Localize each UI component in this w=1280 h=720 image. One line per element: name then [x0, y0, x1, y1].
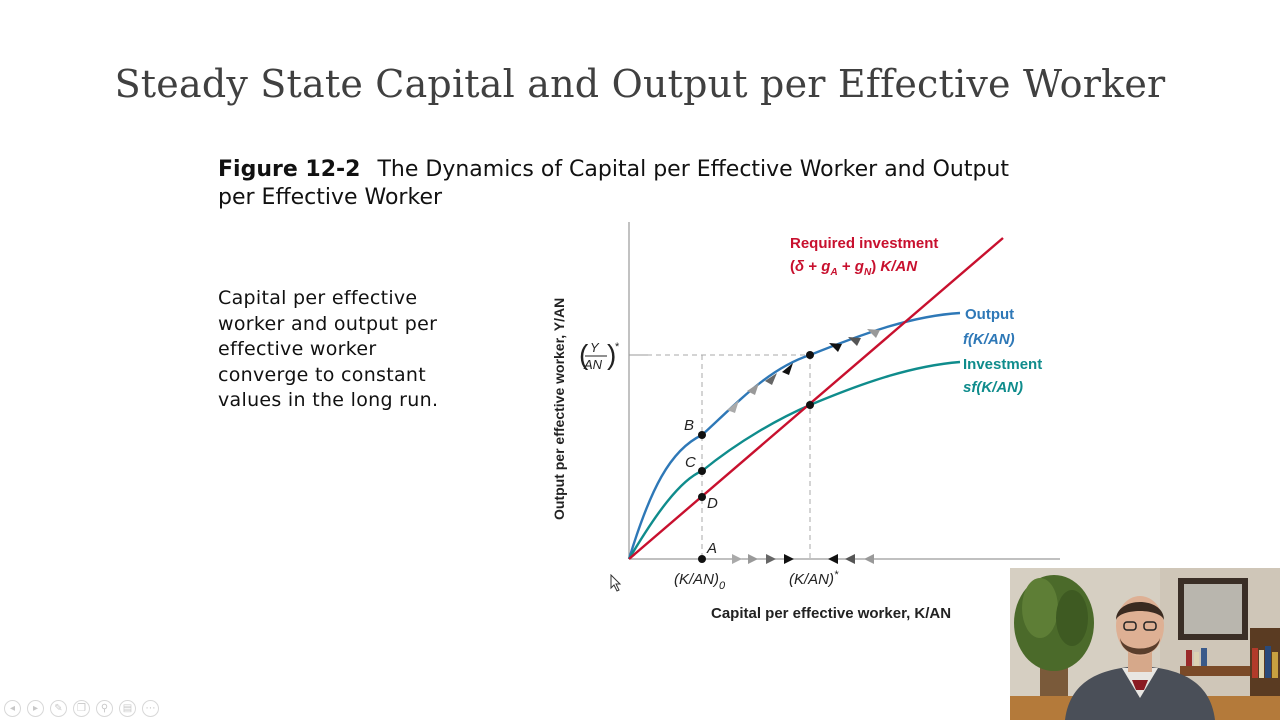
label-b: B [684, 417, 694, 434]
zoom-icon[interactable]: ⚲ [96, 699, 113, 717]
prev-icon[interactable]: ◂ [4, 699, 21, 717]
svg-text:AN: AN [583, 357, 603, 372]
svg-text:*: * [615, 341, 620, 353]
output-curve-arrows [727, 329, 880, 413]
presenter-video-image [1010, 568, 1280, 720]
presenter-webcam [1010, 568, 1280, 720]
svg-text:): ) [607, 339, 616, 370]
svg-text:Y: Y [590, 340, 600, 355]
label-d: D [707, 495, 718, 512]
point-d [698, 493, 706, 501]
required-investment-line [628, 237, 1004, 560]
copy-icon[interactable]: ❐ [73, 699, 90, 717]
slide-title: Steady State Capital and Output per Effe… [114, 62, 1166, 106]
point-b [698, 431, 706, 439]
series-label-output: Output [965, 306, 1014, 323]
figure-caption-text: The Dynamics of Capital per Effective Wo… [218, 157, 1010, 210]
investment-curve [627, 360, 961, 560]
svg-text:(: ( [579, 339, 589, 370]
more-icon[interactable]: ⋯ [142, 699, 159, 717]
mouse-cursor-icon [610, 574, 622, 592]
x-axis-label: Capital per effective worker, K/AN [711, 605, 951, 622]
pen-icon[interactable]: ✎ [50, 699, 67, 717]
x-axis-arrows-left [828, 554, 874, 564]
x-axis-arrows-right [732, 554, 794, 564]
series-formula-investment: sf(K/AN) [963, 379, 1023, 396]
point-investment-steady [806, 401, 814, 409]
point-c [698, 467, 706, 475]
presentation-toolbar: ◂ ▸ ✎ ❐ ⚲ ▤ ⋯ [4, 699, 159, 717]
y-axis-label: Output per effective worker, Y/AN [551, 298, 567, 520]
series-formula-output: f(K/AN) [963, 331, 1015, 348]
tick-k0: (K/AN)0 [674, 571, 726, 592]
bullet-text: Capital per effective worker and output … [218, 287, 439, 412]
label-c: C [685, 454, 696, 471]
label-a: A [706, 540, 717, 557]
series-label-investment: Investment [963, 356, 1042, 373]
series-label-required-investment: Required investment [790, 235, 938, 252]
output-curve [627, 311, 961, 560]
series-formula-required-investment: (δ + gA + gN) K/AN [790, 258, 918, 278]
point-a [698, 555, 706, 563]
menu-icon[interactable]: ▤ [119, 699, 136, 717]
figure-caption: Figure 12-2 The Dynamics of Capital per … [218, 156, 1038, 212]
figure-number: Figure 12-2 [218, 157, 361, 182]
tick-kstar: (K/AN)* [789, 569, 839, 588]
point-output-steady [806, 351, 814, 359]
tick-ystar: ( Y AN ) * [579, 339, 620, 372]
next-icon[interactable]: ▸ [27, 699, 44, 717]
